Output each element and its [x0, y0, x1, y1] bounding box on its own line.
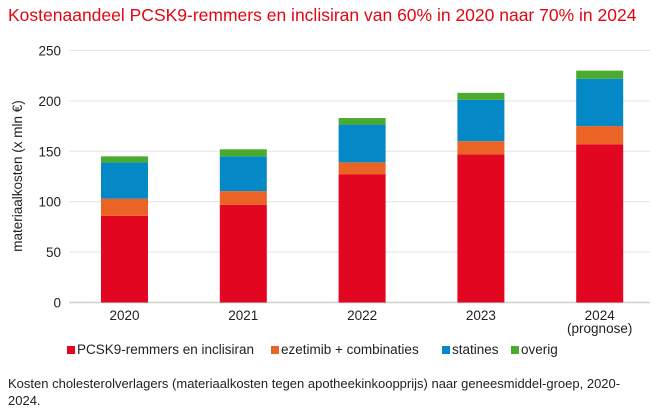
y-tick-label: 200 — [38, 94, 61, 109]
bar-segment — [101, 156, 148, 163]
y-tick-label: 150 — [38, 144, 61, 159]
legend-label: statines — [452, 342, 499, 357]
bar-segment — [576, 78, 624, 127]
legend-swatch — [511, 346, 519, 354]
legend-label: ezetimib + combinaties — [281, 342, 419, 357]
stacked-bar-chart: 0 50 100 150 200 250 materiaalkosten (x mln €)… — [10, 44, 650, 357]
bar-segment — [457, 154, 505, 303]
legend-swatch — [67, 346, 75, 354]
bar-segment — [457, 99, 505, 142]
bar-segment — [576, 126, 624, 145]
y-tick-label: 0 — [53, 296, 61, 311]
bar-segment — [338, 162, 386, 175]
bar-segment — [576, 70, 624, 79]
bar-segment — [219, 191, 267, 205]
y-axis-label: materiaalkosten (x mln €) — [10, 100, 25, 252]
legend-swatch — [271, 346, 279, 354]
legend-label: PCSK9-remmers en inclisiran — [77, 342, 254, 357]
bar-segment — [338, 174, 386, 303]
chart-caption: Kosten cholesterolverlagers (materiaalko… — [8, 376, 621, 408]
bar-segment — [219, 149, 267, 157]
y-tick-label: 250 — [38, 44, 61, 59]
bar-segment — [338, 124, 386, 163]
bar-segment — [101, 215, 148, 303]
x-tick-sublabel: (prognose) — [567, 321, 632, 336]
x-tick-label: 2021 — [228, 308, 258, 323]
x-tick-label: 2024 — [585, 308, 616, 323]
bar-segment — [101, 162, 148, 199]
chart-title: Kostenaandeel PCSK9-remmers en inclisira… — [8, 5, 637, 25]
x-tick-label: 2023 — [466, 308, 496, 323]
y-tick-label: 50 — [46, 245, 61, 260]
bar-segment — [457, 141, 505, 155]
legend-swatch — [442, 346, 450, 354]
bar-segment — [338, 118, 386, 125]
bar-segment — [219, 156, 267, 192]
bar-segment — [101, 198, 148, 216]
x-tick-label: 2020 — [109, 308, 139, 323]
bar-segment — [576, 144, 624, 303]
legend-label: overig — [521, 342, 558, 357]
y-tick-label: 100 — [38, 195, 61, 210]
x-tick-label: 2022 — [347, 308, 377, 323]
bar-segment — [219, 204, 267, 303]
bar-segment — [457, 92, 505, 100]
